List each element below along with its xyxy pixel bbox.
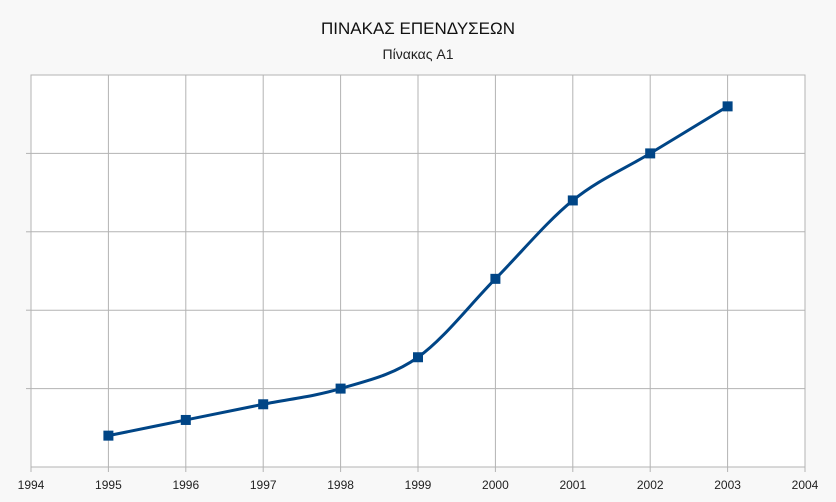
data-point bbox=[490, 273, 501, 284]
x-tick-label: 1999 bbox=[405, 478, 432, 492]
x-tick-label: 1995 bbox=[95, 478, 122, 492]
data-point bbox=[103, 430, 114, 441]
x-tick-label: 2001 bbox=[559, 478, 586, 492]
data-point bbox=[258, 399, 269, 410]
x-tick-label: 1996 bbox=[172, 478, 199, 492]
x-tick-label: 2000 bbox=[482, 478, 509, 492]
data-point bbox=[567, 195, 578, 206]
chart-title: ΠΙΝΑΚΑΣ ΕΠΕΝΔΥΣΕΩΝ bbox=[320, 19, 516, 38]
x-tick-label: 2004 bbox=[792, 478, 819, 492]
data-point bbox=[645, 148, 656, 159]
data-point bbox=[413, 352, 423, 363]
chart-subtitle: Πίνακας A1 bbox=[382, 46, 454, 62]
x-tick-label: 1997 bbox=[250, 478, 277, 492]
data-point bbox=[180, 414, 191, 425]
series-line bbox=[108, 105, 729, 438]
x-tick-label: 2003 bbox=[714, 478, 741, 492]
data-point bbox=[722, 101, 733, 112]
x-tick-label: 1998 bbox=[327, 478, 354, 492]
data-point bbox=[335, 383, 346, 394]
x-tick-label: 1994 bbox=[18, 478, 45, 492]
x-tick-label: 2002 bbox=[637, 478, 664, 492]
